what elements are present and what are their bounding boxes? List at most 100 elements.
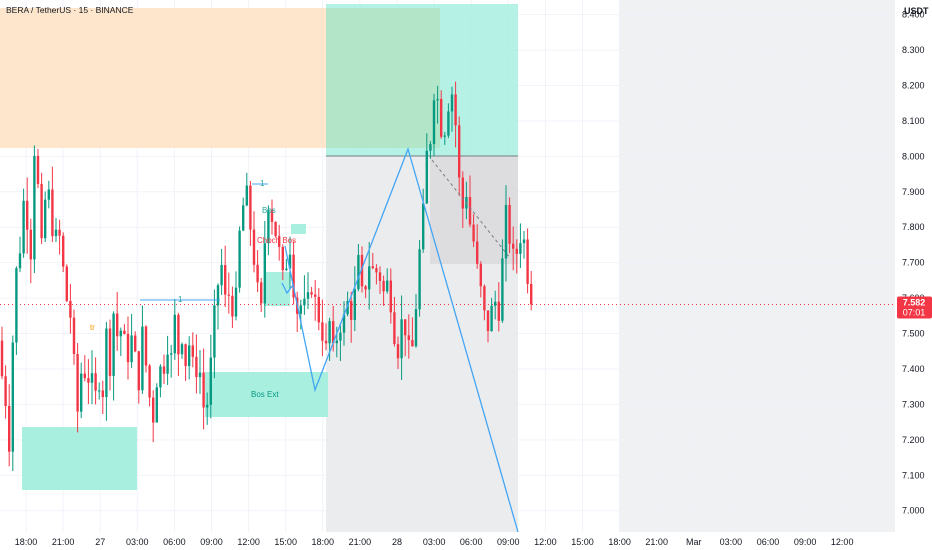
candle-body [317, 296, 320, 323]
candle-body [119, 330, 122, 337]
candle [389, 268, 392, 324]
candle-body [479, 263, 482, 287]
candle [44, 191, 47, 242]
candle-body [447, 111, 450, 136]
candle [310, 286, 313, 298]
candle [274, 221, 277, 238]
candle-body [454, 94, 457, 126]
candle-body [29, 229, 32, 260]
price-axis[interactable] [895, 0, 932, 550]
candle [29, 218, 32, 284]
candle-body [468, 197, 472, 225]
candle [321, 299, 324, 357]
candle-body [44, 199, 47, 239]
candle [375, 264, 378, 285]
candle-body [155, 387, 158, 423]
candle [206, 392, 209, 425]
harmonic-pattern-line [284, 146, 519, 533]
candle-body [105, 328, 108, 398]
label-bos: Bos [262, 206, 276, 215]
candle-body [360, 254, 364, 287]
candle [76, 343, 79, 433]
candle-body [422, 203, 425, 250]
price-tick-label: 7.400 [902, 364, 925, 374]
candle [47, 180, 50, 209]
candle-body [494, 301, 497, 306]
candle-body [238, 230, 241, 288]
candle [166, 335, 169, 385]
candle [479, 261, 482, 298]
candle [155, 383, 158, 423]
price-tick-label: 8.300 [902, 45, 925, 55]
candle [508, 197, 511, 254]
price-tick-label: 7.200 [902, 435, 925, 445]
candle-body [274, 221, 277, 237]
candle-body [195, 356, 198, 378]
candle [94, 357, 97, 405]
candle-body [483, 286, 486, 311]
candle [18, 236, 22, 273]
candle [364, 285, 367, 299]
future-area [619, 0, 895, 532]
candle [231, 286, 234, 329]
time-tick-label: 21:00 [52, 537, 75, 547]
candle-body [130, 335, 133, 363]
candle [292, 241, 295, 305]
candle-body [80, 373, 83, 412]
candle-body [36, 155, 40, 184]
candle-body [288, 254, 292, 269]
candle-body [450, 94, 454, 112]
candle-body [472, 224, 475, 242]
candle [342, 301, 346, 346]
candle-body [486, 310, 490, 332]
candle-body [389, 280, 392, 313]
time-tick-label: Mar [686, 537, 702, 547]
candle-body [519, 243, 522, 254]
candle-body [220, 265, 223, 286]
candle [69, 284, 72, 334]
candle [357, 244, 360, 292]
candle-body [515, 248, 518, 254]
bos-ext-zone [205, 372, 328, 417]
candle [306, 272, 310, 309]
candle [267, 205, 270, 256]
time-tick-label: 09:00 [497, 537, 520, 547]
candle-body [299, 305, 302, 314]
candle [411, 317, 414, 347]
candle-body [267, 209, 270, 244]
time-tick-label: 18:00 [15, 537, 38, 547]
time-axis[interactable] [0, 532, 895, 550]
supply-zone [0, 8, 326, 148]
candle-body [364, 286, 367, 290]
candle-body [508, 204, 511, 244]
candle [382, 275, 385, 306]
time-tick-label: 06:00 [163, 537, 186, 547]
candle [65, 264, 68, 303]
candle-body [375, 268, 378, 273]
candle-body [245, 185, 248, 206]
candle-body [342, 314, 346, 333]
candle-body [0, 340, 4, 377]
candle-body [83, 373, 86, 379]
choch-bos-label: Choch Bos [257, 236, 296, 245]
candle-body [303, 298, 306, 306]
candle [141, 305, 144, 394]
candle-body [332, 321, 335, 344]
candle [216, 283, 220, 330]
candle [501, 239, 504, 323]
candle-body [159, 366, 162, 388]
candle-body [126, 333, 130, 363]
candle [270, 199, 274, 235]
candle [159, 364, 162, 398]
candle [443, 131, 446, 145]
candle [422, 188, 425, 253]
candle-body [170, 353, 173, 355]
candle [148, 363, 151, 407]
candle-body [490, 305, 493, 332]
candle-body [148, 365, 151, 398]
candle-body [234, 287, 238, 317]
candle [40, 172, 43, 244]
candle [173, 298, 176, 360]
candle-body [328, 321, 331, 344]
